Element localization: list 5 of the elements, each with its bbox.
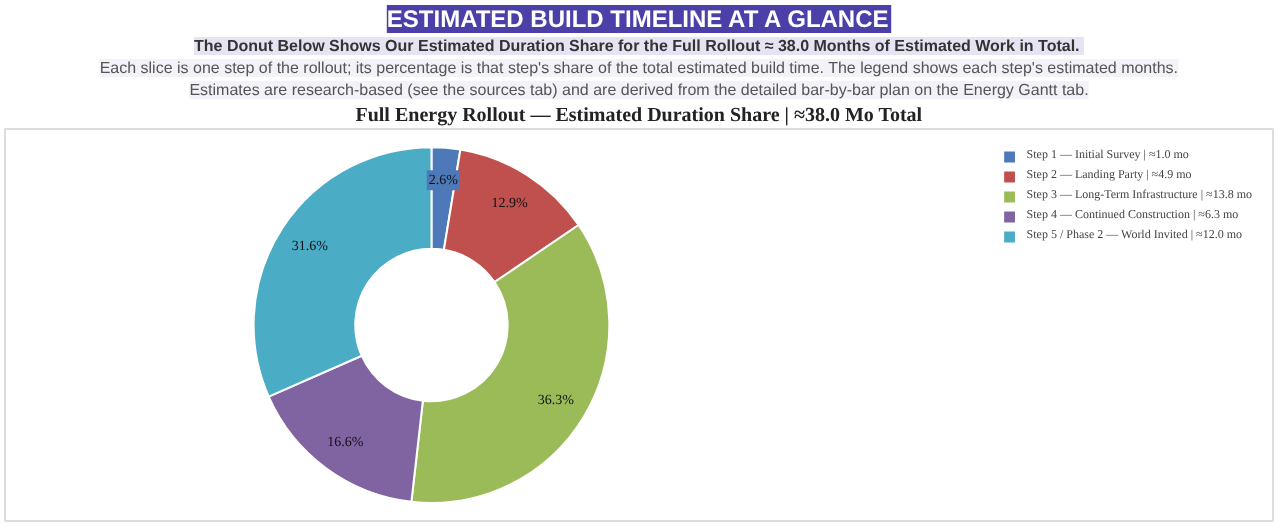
chart-title: Full Energy Rollout — Estimated Duration Share | ≈38.0 Mo Total: [355, 105, 923, 127]
text: Each slice is one step of the rollout; its percentage is that step's share of the total estimated build time. The legend shows each step's estimated months.: [99, 59, 1179, 77]
text: Estimates are research-based (see the sources tab) and are derived from the detailed bar-by-bar plan on the Energy Gantt tab.: [189, 81, 1089, 99]
chart-subtitle: ESTIMATED BUILD TIMELINE AT A GLANCE: [386, 5, 889, 33]
text: The Donut Below Shows Our Estimated Duration Share for the Full Rollout ≈ 38.0 Months of Estimated Work in Total.: [193, 37, 1080, 55]
